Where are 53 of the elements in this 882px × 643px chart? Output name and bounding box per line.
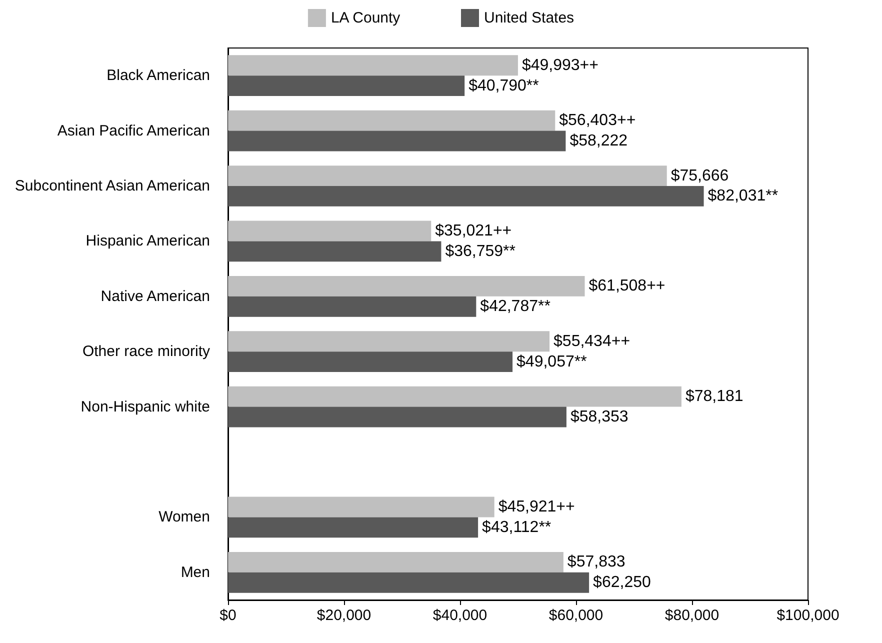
data-label: $35,021++ — [435, 222, 512, 240]
bar — [228, 496, 494, 518]
data-label: $40,790** — [468, 77, 539, 94]
y-tick-label: Women — [158, 508, 210, 526]
data-label: $58,353 — [570, 408, 628, 426]
x-tick-label: $60,000 — [548, 607, 604, 624]
data-label: $78,181 — [685, 388, 744, 406]
legend-label: LA County — [330, 10, 401, 26]
bar — [228, 331, 550, 352]
bar — [228, 406, 566, 428]
y-tick-label: Men — [180, 564, 210, 581]
data-label: $56,403++ — [559, 112, 636, 130]
data-label: $36,759** — [445, 242, 516, 260]
data-label: $49,993++ — [522, 56, 598, 74]
data-label: $62,250 — [593, 574, 651, 592]
bar — [228, 276, 585, 296]
bar — [228, 386, 682, 407]
bar — [228, 166, 667, 186]
bar — [228, 352, 513, 372]
x-tick-label: $80,000 — [664, 607, 720, 624]
data-label: $58,222 — [570, 132, 628, 150]
y-tick-label: Subcontinent Asian American — [14, 178, 210, 194]
bar — [228, 76, 465, 96]
data-label: $49,057** — [516, 353, 587, 370]
data-label: $42,787** — [480, 298, 550, 316]
bar — [228, 296, 476, 317]
bar — [228, 220, 432, 242]
bar — [228, 110, 556, 131]
bar — [228, 130, 566, 152]
bar — [228, 241, 442, 262]
data-label: $61,508++ — [588, 278, 666, 295]
y-tick-label: Asian Pacific American — [57, 122, 210, 140]
y-tick-label: Non-Hispanic white — [80, 398, 210, 416]
data-label: $75,666 — [670, 167, 729, 184]
x-tick-label: $20,000 — [316, 607, 372, 624]
y-tick-label: Other race minority — [82, 343, 210, 360]
data-label: $45,921++ — [498, 498, 575, 516]
legend-label: United States — [484, 10, 574, 26]
data-label: $55,434++ — [554, 332, 630, 350]
y-tick-label: Black American — [106, 67, 210, 84]
y-tick-label: Native American — [100, 288, 210, 305]
data-label: $57,833 — [567, 554, 626, 571]
data-label: $82,031** — [708, 188, 778, 205]
bar — [228, 517, 478, 538]
bar — [228, 186, 704, 206]
bar — [228, 572, 590, 593]
x-tick-label: $40,000 — [432, 607, 488, 624]
y-tick-label: Hispanic American — [86, 232, 210, 250]
x-tick-label: $100,000 — [776, 607, 840, 624]
bar — [228, 55, 518, 76]
bar — [228, 552, 564, 572]
x-tick-label: $0 — [220, 607, 236, 624]
data-label: $43,112** — [482, 518, 552, 536]
